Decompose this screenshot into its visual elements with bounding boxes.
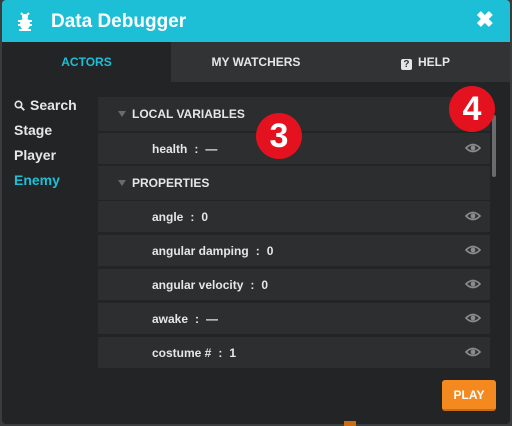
separator: : bbox=[194, 142, 199, 156]
property-label: angular damping:0 bbox=[152, 244, 273, 258]
separator: : bbox=[255, 244, 260, 258]
property-row-angular-velocity: angular velocity:0 bbox=[98, 269, 490, 300]
background-fragment bbox=[344, 421, 356, 426]
tab-help[interactable]: ? HELP bbox=[341, 42, 510, 82]
property-label: costume #:1 bbox=[152, 346, 236, 360]
help-icon: ? bbox=[400, 59, 412, 70]
close-icon[interactable]: ✖ bbox=[475, 7, 494, 32]
watch-eye-icon[interactable] bbox=[465, 346, 481, 358]
property-row-angle: angle:0 bbox=[98, 201, 490, 232]
tab-help-label: HELP bbox=[417, 55, 450, 69]
property-row-angular-damping: angular damping:0 bbox=[98, 235, 490, 266]
collapse-triangle-icon bbox=[118, 111, 126, 117]
tab-bar: ACTORS MY WATCHERS ? HELP bbox=[2, 42, 510, 82]
property-name: awake bbox=[152, 312, 189, 326]
scrollbar[interactable] bbox=[492, 115, 496, 177]
separator: : bbox=[190, 210, 195, 224]
property-value: 0 bbox=[201, 210, 209, 224]
title-bar: Data Debugger ✖ bbox=[2, 0, 510, 42]
collapse-triangle-icon bbox=[118, 180, 126, 186]
tab-actors[interactable]: ACTORS bbox=[2, 42, 171, 82]
bug-icon bbox=[18, 12, 32, 31]
sidebar-item-enemy[interactable]: Enemy bbox=[14, 172, 60, 188]
property-name: angle bbox=[152, 210, 184, 224]
property-label: angular velocity:0 bbox=[152, 278, 268, 292]
property-row-awake: awake: — bbox=[98, 303, 490, 334]
property-name: angular velocity bbox=[152, 278, 244, 292]
tab-my-watchers[interactable]: MY WATCHERS bbox=[171, 42, 341, 82]
play-button[interactable]: PLAY bbox=[442, 380, 496, 411]
watch-eye-icon[interactable] bbox=[465, 210, 481, 222]
sidebar-item-player[interactable]: Player bbox=[14, 147, 57, 163]
separator: : bbox=[195, 312, 200, 326]
watch-eye-icon[interactable] bbox=[465, 142, 481, 154]
separator: : bbox=[250, 278, 255, 292]
annotation-badge-4: 4 bbox=[449, 86, 495, 132]
property-value: 1 bbox=[229, 346, 237, 360]
sidebar-item-label: Search bbox=[30, 97, 77, 113]
section-properties[interactable]: PROPERTIES bbox=[98, 166, 490, 200]
sidebar: Search Stage Player Enemy bbox=[2, 82, 96, 424]
property-row-costume: costume #:1 bbox=[98, 337, 490, 368]
watch-eye-icon[interactable] bbox=[465, 312, 481, 324]
property-value: — bbox=[206, 312, 219, 326]
property-value: 0 bbox=[266, 244, 274, 258]
variable-label: health: — bbox=[152, 142, 217, 156]
actor-detail-panel: LOCAL VARIABLES health: — PROPERTIES angl… bbox=[96, 82, 510, 424]
annotation-badge-3: 3 bbox=[256, 113, 302, 159]
watch-eye-icon[interactable] bbox=[465, 278, 481, 290]
variable-value: — bbox=[205, 142, 218, 156]
sidebar-item-stage[interactable]: Stage bbox=[14, 122, 53, 138]
search-icon bbox=[14, 100, 25, 111]
property-label: angle:0 bbox=[152, 210, 208, 224]
property-name: angular damping bbox=[152, 244, 249, 258]
property-value: 0 bbox=[261, 278, 269, 292]
property-label: awake: — bbox=[152, 312, 218, 326]
property-name: costume # bbox=[152, 346, 212, 360]
separator: : bbox=[218, 346, 223, 360]
watch-eye-icon[interactable] bbox=[465, 244, 481, 256]
section-local-variables[interactable]: LOCAL VARIABLES bbox=[98, 97, 490, 131]
section-title: PROPERTIES bbox=[132, 176, 210, 190]
window-title: Data Debugger bbox=[51, 11, 187, 32]
sidebar-item-search[interactable]: Search bbox=[14, 97, 77, 113]
variable-name: health bbox=[152, 142, 188, 156]
section-title: LOCAL VARIABLES bbox=[132, 107, 245, 121]
